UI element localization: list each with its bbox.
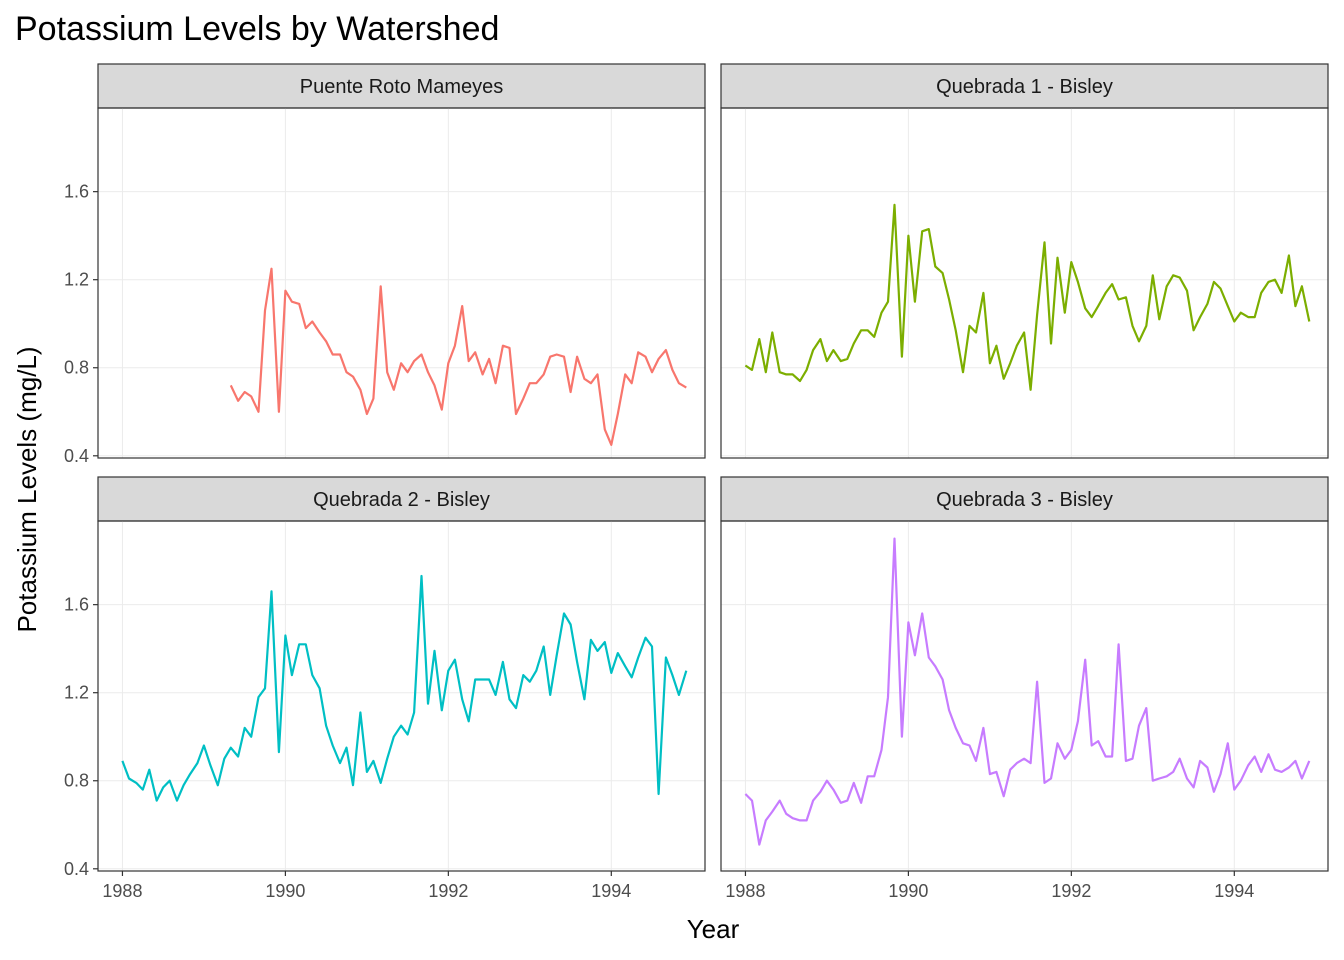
series-line-quebrada-1-bisley <box>744 203 1311 391</box>
x-tick-label: 1994 <box>1214 881 1254 901</box>
facet-panel-quebrada-1-bisley <box>720 107 1329 459</box>
y-tick-label: 1.2 <box>64 270 89 290</box>
x-tick-label: 1990 <box>265 881 305 901</box>
x-tick-label: 1988 <box>102 881 142 901</box>
facet-strip-label: Puente Roto Mameyes <box>300 76 503 98</box>
y-tick-label: 0.4 <box>64 446 89 466</box>
y-tick-label: 0.4 <box>64 859 89 879</box>
facet-panel-quebrada-3-bisley <box>720 520 1329 872</box>
series-line-quebrada-3-bisley <box>744 537 1311 846</box>
facet-strip-label: Quebrada 3 - Bisley <box>936 489 1113 511</box>
facet-strip-puente-roto-mameyes <box>97 63 706 109</box>
y-tick-label: 0.8 <box>64 771 89 791</box>
chart-title: Potassium Levels by Watershed <box>15 10 500 48</box>
facet-panel-puente-roto-mameyes <box>97 107 706 459</box>
facet-strip-label: Quebrada 2 - Bisley <box>313 489 490 511</box>
series-line-quebrada-2-bisley <box>121 574 688 802</box>
x-tick-label: 1994 <box>591 881 631 901</box>
y-tick-label: 1.6 <box>64 595 89 615</box>
y-tick-label: 0.8 <box>64 358 89 378</box>
y-tick-label: 1.2 <box>64 683 89 703</box>
facet-strip-quebrada-1-bisley <box>720 63 1329 109</box>
y-axis-title: Potassium Levels (mg/L) <box>12 346 42 632</box>
facet-strip-label: Quebrada 1 - Bisley <box>936 76 1113 98</box>
x-tick-label: 1992 <box>428 881 468 901</box>
series-line-puente-roto-mameyes <box>229 267 687 446</box>
x-tick-label: 1992 <box>1051 881 1091 901</box>
facet-panel-quebrada-2-bisley <box>97 520 706 872</box>
facet-strip-quebrada-2-bisley <box>97 476 706 522</box>
x-axis-title: Year <box>687 914 740 944</box>
y-tick-label: 1.6 <box>64 182 89 202</box>
x-tick-label: 1988 <box>725 881 765 901</box>
x-tick-label: 1990 <box>888 881 928 901</box>
